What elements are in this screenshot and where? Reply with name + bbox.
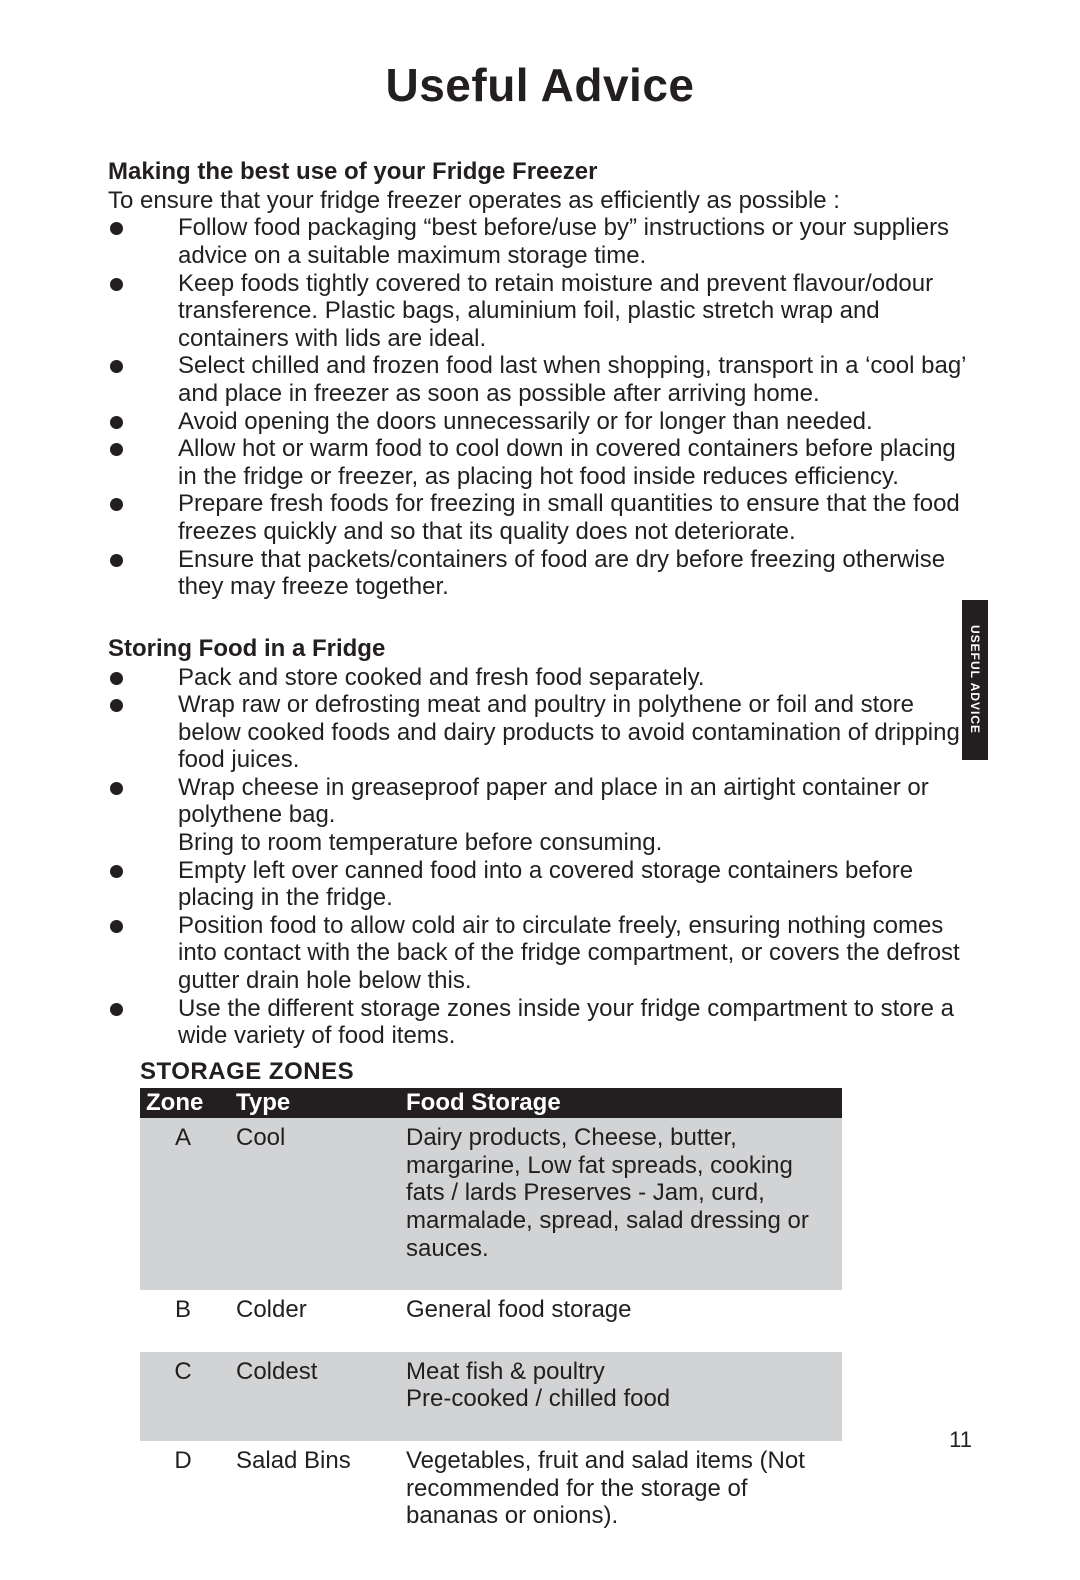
cell-type: Coldest bbox=[226, 1352, 396, 1441]
table-title: Storage Zones bbox=[140, 1058, 972, 1086]
page-content: Useful Advice Making the best use of you… bbox=[0, 0, 1080, 1580]
section-best-use: Making the best use of your Fridge Freez… bbox=[108, 158, 972, 601]
list-item: Use the different storage zones inside y… bbox=[108, 995, 972, 1050]
list-item: Allow hot or warm food to cool down in c… bbox=[108, 435, 972, 490]
side-tab-label: USEFUL ADVICE bbox=[968, 625, 982, 734]
list-item: Follow food packaging “best before/use b… bbox=[108, 214, 972, 269]
list-item: Wrap raw or defrosting meat and poultry … bbox=[108, 691, 972, 774]
page-title: Useful Advice bbox=[108, 58, 972, 112]
list-item: Wrap cheese in greaseproof paper and pla… bbox=[108, 774, 972, 857]
list-item: Position food to allow cold air to circu… bbox=[108, 912, 972, 995]
list-item: Avoid opening the doors unnecessarily or… bbox=[108, 408, 972, 436]
cell-storage: Meat fish & poultry Pre-cooked / chilled… bbox=[396, 1352, 842, 1441]
col-storage: Food Storage bbox=[396, 1088, 842, 1118]
cell-zone: B bbox=[140, 1290, 226, 1352]
list-item-text: Wrap cheese in greaseproof paper and pla… bbox=[178, 774, 929, 829]
list-item: Keep foods tightly covered to retain moi… bbox=[108, 270, 972, 353]
cell-type: Colder bbox=[226, 1290, 396, 1352]
cell-zone: C bbox=[140, 1352, 226, 1441]
table-header-row: Zone Type Food Storage bbox=[140, 1088, 842, 1118]
col-type: Type bbox=[226, 1088, 396, 1118]
list-item: Select chilled and frozen food last when… bbox=[108, 352, 972, 407]
table-row: A Cool Dairy products, Cheese, butter, m… bbox=[140, 1118, 842, 1290]
col-zone: Zone bbox=[140, 1088, 226, 1118]
cell-storage: General food storage bbox=[396, 1290, 842, 1352]
bullet-list-storing: Pack and store cooked and fresh food sep… bbox=[108, 664, 972, 1050]
storage-zones-table: Zone Type Food Storage A Cool Dairy prod… bbox=[140, 1088, 842, 1540]
table-row: C Coldest Meat fish & poultry Pre-cooked… bbox=[140, 1352, 842, 1441]
list-item: Prepare fresh foods for freezing in smal… bbox=[108, 490, 972, 545]
cell-zone: A bbox=[140, 1118, 226, 1290]
list-item: Empty left over canned food into a cover… bbox=[108, 857, 972, 912]
cell-type: Salad Bins bbox=[226, 1441, 396, 1540]
section-heading: Storing Food in a Fridge bbox=[108, 635, 972, 664]
section-heading: Making the best use of your Fridge Freez… bbox=[108, 158, 972, 187]
table-row: B Colder General food storage bbox=[140, 1290, 842, 1352]
cell-storage: Dairy products, Cheese, butter, margarin… bbox=[396, 1118, 842, 1290]
page-number: 11 bbox=[949, 1427, 972, 1453]
section-intro: To ensure that your fridge freezer opera… bbox=[108, 187, 972, 215]
cell-zone: D bbox=[140, 1441, 226, 1540]
cell-storage: Vegetables, fruit and salad items (Not r… bbox=[396, 1441, 842, 1540]
list-item: Pack and store cooked and fresh food sep… bbox=[108, 664, 972, 692]
bullet-list-best-use: Follow food packaging “best before/use b… bbox=[108, 214, 972, 600]
list-item-subtext: Bring to room temperature before consumi… bbox=[178, 829, 972, 857]
section-storing-food: Storing Food in a Fridge Pack and store … bbox=[108, 635, 972, 1050]
side-tab: USEFUL ADVICE bbox=[962, 600, 988, 760]
cell-type: Cool bbox=[226, 1118, 396, 1290]
table-row: D Salad Bins Vegetables, fruit and salad… bbox=[140, 1441, 842, 1540]
list-item: Ensure that packets/containers of food a… bbox=[108, 546, 972, 601]
